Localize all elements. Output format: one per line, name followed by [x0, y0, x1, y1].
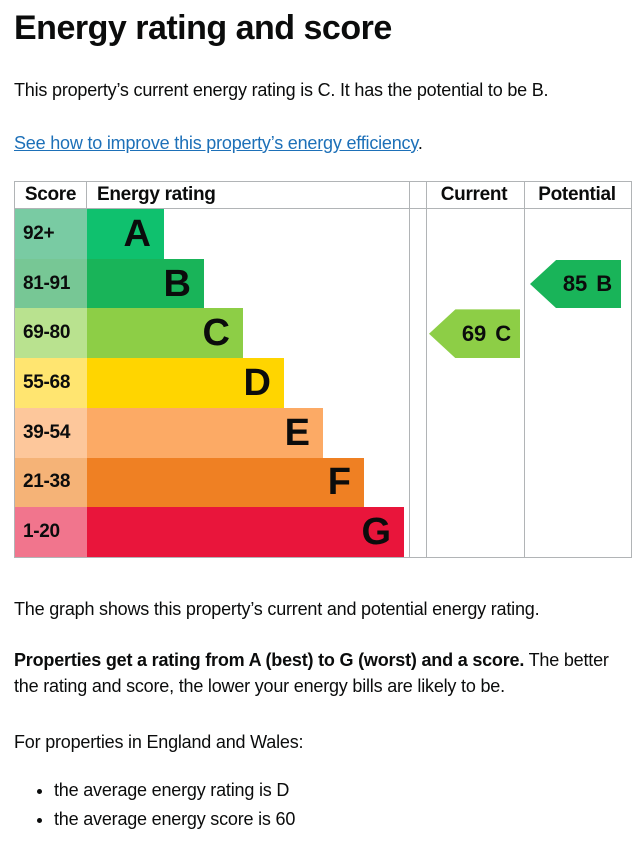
- rating-explanation-bold: Properties get a rating from A (best) to…: [14, 650, 525, 671]
- band-letter-b: B: [163, 262, 191, 305]
- energy-rating-graph: Score Energy rating Current Potential 92…: [14, 180, 632, 558]
- band-score-range-a: 92+: [15, 208, 87, 259]
- band-bar-d: D: [87, 358, 284, 408]
- band-bar-e: E: [87, 407, 323, 458]
- current-rating-letter: C: [495, 320, 512, 346]
- average-item: the average energy score is 60: [54, 806, 626, 832]
- region-note: For properties in England and Wales:: [14, 732, 304, 753]
- band-row-c: 69-80 C: [15, 308, 631, 359]
- band-letter-a: A: [123, 212, 151, 255]
- rating-explanation-rest: The better the rating and score, the low…: [14, 650, 609, 697]
- band-score-range-f: 21-38: [15, 457, 87, 508]
- band-letter-e: E: [284, 411, 310, 454]
- column-header-current: Current: [440, 183, 508, 205]
- band-score-range-g: 1-20: [15, 507, 87, 558]
- band-score-range-b: 81-91: [15, 258, 87, 309]
- column-header-score: Score: [15, 181, 87, 208]
- current-rating-arrow: 69 C: [429, 309, 520, 359]
- graph-header-row: Score Energy rating Current Potential: [15, 181, 631, 209]
- intro-text: This property’s current energy rating is…: [14, 79, 549, 100]
- band-bar-g: G: [87, 507, 404, 558]
- column-header-potential: Potential: [538, 183, 616, 205]
- band-score-range-c: 69-80: [15, 308, 87, 359]
- page-title: Energy rating and score: [14, 9, 392, 47]
- potential-rating-arrow: 85 B: [530, 259, 621, 309]
- column-header-energy-rating: Energy rating: [97, 183, 216, 205]
- band-bar-c: C: [87, 308, 243, 359]
- graph-caption: The graph shows this property’s current …: [14, 598, 540, 619]
- band-letter-c: C: [202, 312, 230, 355]
- improve-link-line: See how to improve this property’s energ…: [14, 130, 626, 156]
- band-bar-b: B: [87, 258, 204, 309]
- divider-current-column-start: [426, 181, 427, 557]
- band-row-d: 55-68 D: [15, 358, 631, 408]
- band-score-range-e: 39-54: [15, 407, 87, 458]
- rating-bands-area: 92+ A 81-91 B 69-80 C 55-68 D 39-54 E 21-38 F 1-20 G: [15, 208, 631, 558]
- improve-link[interactable]: See how to improve this property’s energ…: [14, 132, 418, 153]
- band-letter-g: G: [361, 511, 391, 554]
- band-row-b: 81-91 B: [15, 258, 631, 309]
- improve-link-period: .: [417, 132, 423, 153]
- band-row-a: 92+ A: [15, 208, 631, 259]
- band-row-e: 39-54 E: [15, 407, 631, 458]
- divider-rating-column-end: [409, 181, 410, 557]
- band-bar-a: A: [87, 208, 164, 259]
- band-letter-d: D: [243, 362, 271, 404]
- average-item: the average energy rating is D: [54, 777, 626, 803]
- divider-current-potential: [524, 181, 525, 557]
- band-bar-f: F: [87, 457, 364, 508]
- band-letter-f: F: [327, 461, 351, 504]
- band-row-g: 1-20 G: [15, 507, 631, 558]
- rating-explanation: Properties get a rating from A (best) to…: [14, 647, 626, 699]
- potential-score-value: 85: [562, 271, 588, 297]
- averages-list: the average energy rating is D the averag…: [14, 777, 626, 832]
- band-score-range-d: 55-68: [15, 358, 87, 408]
- potential-rating-letter: B: [596, 271, 613, 297]
- band-row-f: 21-38 F: [15, 457, 631, 508]
- current-score-value: 69: [461, 320, 487, 346]
